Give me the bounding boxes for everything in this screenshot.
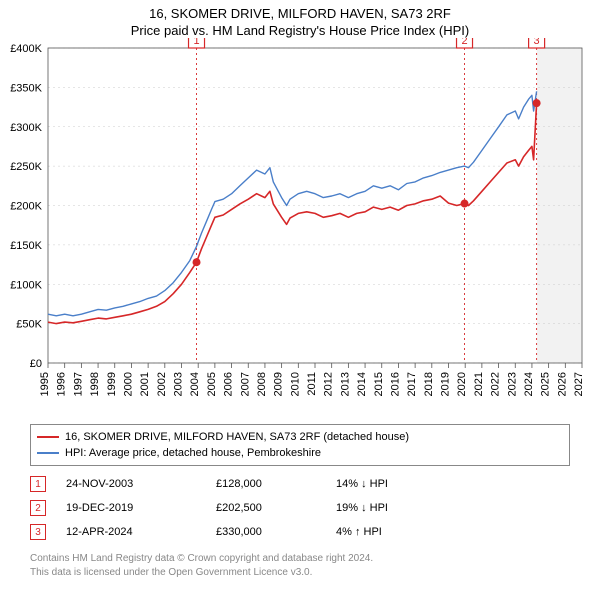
svg-text:2009: 2009 [273, 372, 285, 396]
footer-line2: This data is licensed under the Open Gov… [30, 566, 570, 580]
svg-text:2004: 2004 [189, 372, 201, 396]
svg-text:£0: £0 [30, 358, 42, 370]
svg-text:2013: 2013 [339, 372, 351, 396]
svg-text:2000: 2000 [122, 372, 134, 396]
title-address: 16, SKOMER DRIVE, MILFORD HAVEN, SA73 2R… [0, 6, 600, 21]
svg-text:2008: 2008 [256, 372, 268, 396]
svg-text:2001: 2001 [139, 372, 151, 396]
sale-pct: 4% ↑ HPI [336, 526, 456, 538]
svg-text:2016: 2016 [389, 372, 401, 396]
svg-text:2007: 2007 [239, 372, 251, 396]
sale-price: £202,500 [216, 502, 336, 514]
svg-text:2026: 2026 [556, 372, 568, 396]
svg-text:2023: 2023 [506, 372, 518, 396]
svg-text:2006: 2006 [223, 372, 235, 396]
chart-container: { "title_line1": "16, SKOMER DRIVE, MILF… [0, 0, 600, 579]
legend-label: HPI: Average price, detached house, Pemb… [65, 445, 321, 461]
svg-text:2022: 2022 [490, 372, 502, 396]
legend: 16, SKOMER DRIVE, MILFORD HAVEN, SA73 2R… [30, 424, 570, 466]
svg-text:2025: 2025 [540, 372, 552, 396]
svg-text:2021: 2021 [473, 372, 485, 396]
svg-text:2011: 2011 [306, 372, 318, 396]
svg-text:2020: 2020 [456, 372, 468, 396]
legend-label: 16, SKOMER DRIVE, MILFORD HAVEN, SA73 2R… [65, 429, 409, 445]
svg-text:2024: 2024 [523, 372, 535, 396]
svg-text:2012: 2012 [323, 372, 335, 396]
svg-text:£100K: £100K [10, 279, 42, 291]
svg-text:2003: 2003 [173, 372, 185, 396]
legend-item: 16, SKOMER DRIVE, MILFORD HAVEN, SA73 2R… [37, 429, 563, 445]
svg-text:2015: 2015 [373, 372, 385, 396]
sale-marker-box: 2 [30, 500, 46, 516]
sale-row: 2 19-DEC-2019£202,50019% ↓ HPI [30, 496, 570, 520]
svg-text:2: 2 [461, 38, 467, 47]
sale-pct: 14% ↓ HPI [336, 478, 456, 490]
sale-row: 1 24-NOV-2003£128,00014% ↓ HPI [30, 472, 570, 496]
svg-text:1998: 1998 [89, 372, 101, 396]
svg-text:£300K: £300K [10, 122, 42, 134]
svg-text:£200K: £200K [10, 201, 42, 213]
svg-text:1997: 1997 [72, 372, 84, 396]
svg-text:2027: 2027 [573, 372, 585, 396]
sale-pct: 19% ↓ HPI [336, 502, 456, 514]
sale-date: 24-NOV-2003 [66, 478, 216, 490]
legend-swatch [37, 452, 59, 454]
svg-text:2002: 2002 [156, 372, 168, 396]
svg-text:2010: 2010 [289, 372, 301, 396]
svg-text:1996: 1996 [56, 372, 68, 396]
sale-row: 3 12-APR-2024£330,0004% ↑ HPI [30, 520, 570, 544]
svg-text:£250K: £250K [10, 161, 42, 173]
svg-text:£350K: £350K [10, 82, 42, 94]
sale-price: £330,000 [216, 526, 336, 538]
svg-text:2018: 2018 [423, 372, 435, 396]
svg-text:£150K: £150K [10, 240, 42, 252]
svg-text:£400K: £400K [10, 43, 42, 55]
line-chart-svg: £0 £50K £100K £150K £200K £250K £300K £350K £400… [0, 38, 600, 418]
footer-line1: Contains HM Land Registry data © Crown c… [30, 552, 570, 566]
sale-marker-box: 1 [30, 476, 46, 492]
title-subtitle: Price paid vs. HM Land Registry's House … [0, 23, 600, 38]
sale-date: 12-APR-2024 [66, 526, 216, 538]
svg-text:1999: 1999 [106, 372, 118, 396]
svg-text:2005: 2005 [206, 372, 218, 396]
footer-attribution: Contains HM Land Registry data © Crown c… [30, 552, 570, 579]
sale-marker-box: 3 [30, 524, 46, 540]
chart-titles: 16, SKOMER DRIVE, MILFORD HAVEN, SA73 2R… [0, 0, 600, 38]
svg-text:1995: 1995 [39, 372, 51, 396]
svg-text:2019: 2019 [440, 372, 452, 396]
legend-item: HPI: Average price, detached house, Pemb… [37, 445, 563, 461]
sale-price: £128,000 [216, 478, 336, 490]
legend-swatch [37, 436, 59, 438]
sale-date: 19-DEC-2019 [66, 502, 216, 514]
svg-text:3: 3 [534, 38, 540, 47]
svg-text:1: 1 [193, 38, 199, 47]
svg-text:2017: 2017 [406, 372, 418, 396]
svg-text:£50K: £50K [16, 319, 42, 331]
sales-table: 1 24-NOV-2003£128,00014% ↓ HPI 2 19-DEC-201… [30, 472, 570, 544]
svg-text:2014: 2014 [356, 372, 368, 396]
chart-area: £0 £50K £100K £150K £200K £250K £300K £350K £400… [0, 38, 600, 418]
